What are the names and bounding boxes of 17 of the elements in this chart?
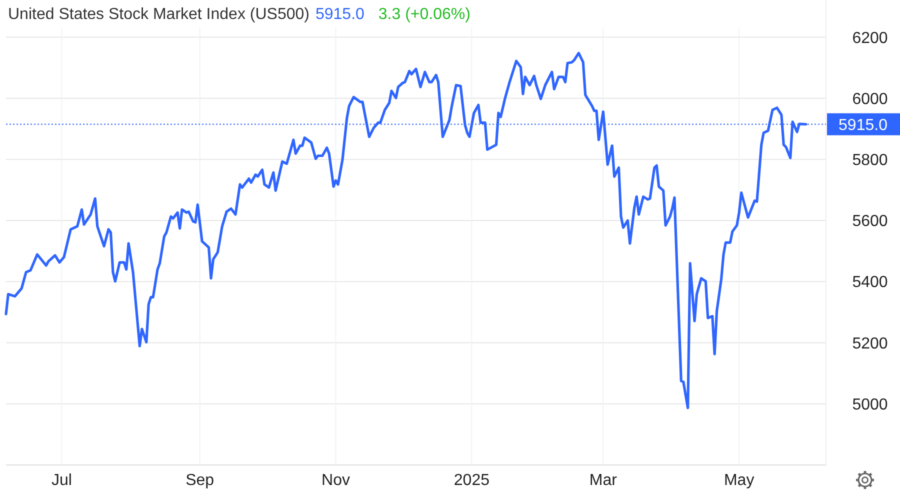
x-tick-label: Sep — [186, 472, 214, 489]
y-tick-label: 5000 — [852, 396, 888, 414]
x-tick-label: Nov — [322, 472, 350, 489]
y-tick-label: 5400 — [852, 274, 888, 292]
y-tick-label: 5200 — [852, 335, 888, 352]
ref-line-label: 5915.0 — [838, 116, 888, 134]
y-tick-label: 5600 — [852, 213, 888, 230]
x-tick-label: May — [724, 472, 754, 489]
x-tick-label: 2025 — [454, 472, 490, 489]
y-tick-label: 6200 — [852, 30, 888, 47]
y-tick-label: 5800 — [852, 152, 888, 170]
chart-title: United States Stock Market Index (US500) — [8, 6, 310, 23]
text: 5915.0 — [315, 6, 365, 23]
y-tick-label: 6000 — [852, 90, 888, 108]
text: 3.3 (+0.06%) — [378, 6, 470, 23]
x-tick-label: Jul — [51, 472, 72, 489]
x-tick-label: Mar — [589, 472, 618, 489]
